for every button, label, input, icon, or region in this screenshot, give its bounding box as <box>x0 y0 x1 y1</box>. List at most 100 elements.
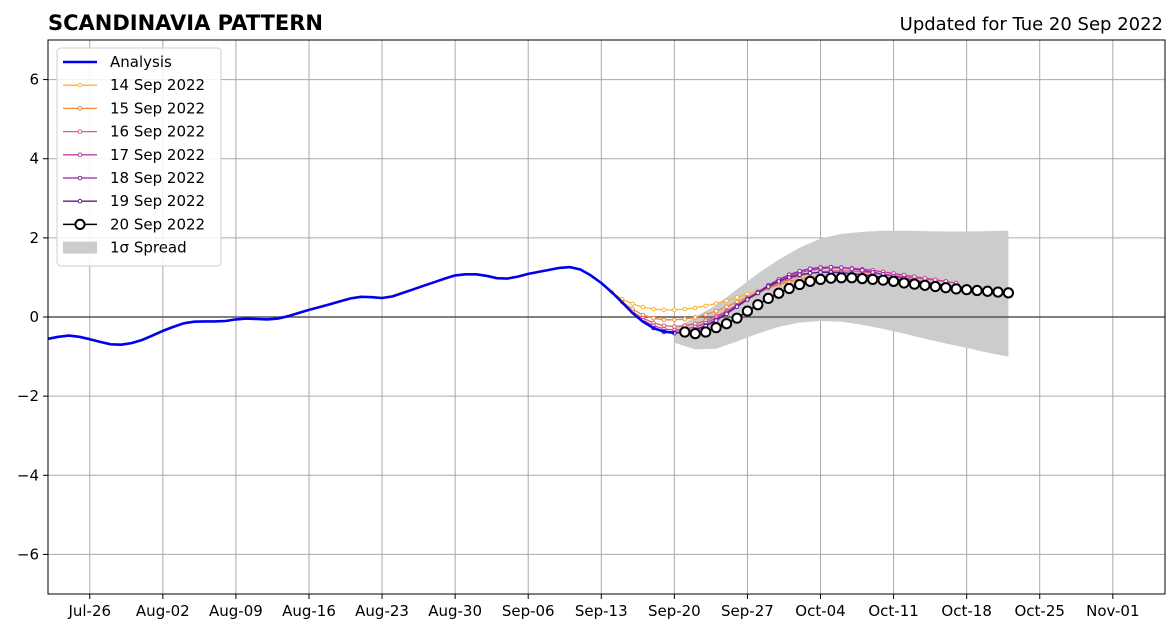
spread-band <box>674 230 1009 357</box>
final-forecast-point <box>825 272 837 284</box>
final-forecast-point <box>814 273 827 286</box>
series-point <box>672 317 677 323</box>
legend-swatch-spread <box>63 241 97 254</box>
final-forecast-point <box>689 328 701 340</box>
series-point <box>755 290 761 296</box>
series-point <box>692 315 698 320</box>
final-forecast-point <box>741 305 754 317</box>
series-point <box>703 312 708 317</box>
series-point <box>797 268 802 274</box>
final-forecast-point <box>971 284 983 297</box>
legend-marker-s0 <box>77 82 83 88</box>
series-point <box>692 305 698 311</box>
series-point <box>734 304 740 310</box>
x-tick-label: Aug-30 <box>428 602 482 620</box>
x-tick-label: Aug-23 <box>355 602 409 620</box>
final-forecast-point <box>762 292 774 305</box>
final-forecast-point <box>877 274 889 286</box>
series-point <box>849 266 855 272</box>
series-point <box>818 265 823 270</box>
series-point <box>682 316 688 322</box>
final-forecast-point <box>720 318 733 330</box>
axis-ticks: Jul-26 Aug-02 Aug-09 Aug-16 Aug-23 Aug-30 Sep-… <box>17 71 1140 620</box>
final-forecast-point <box>961 284 973 296</box>
y-tick-label: −6 <box>17 545 39 563</box>
series-point <box>828 264 834 270</box>
x-tick-label: Oct-11 <box>868 602 918 620</box>
final-forecast-point <box>835 272 847 284</box>
final-forecast-point <box>783 282 795 295</box>
final-forecast-point <box>846 272 858 284</box>
legend-label-s2: 16 Sep 2022 <box>110 123 205 141</box>
y-tick-label: 4 <box>29 150 39 168</box>
series-point <box>807 266 813 272</box>
series-point <box>859 268 865 273</box>
series-point <box>651 306 656 312</box>
legend-marker-s4 <box>77 175 83 181</box>
x-tick-label: Nov-01 <box>1086 602 1139 620</box>
final-forecast-point <box>1002 287 1015 299</box>
final-forecast-point <box>929 280 941 293</box>
series-point <box>724 298 729 304</box>
final-forecast-point <box>908 278 921 290</box>
series-point <box>661 307 667 313</box>
legend-marker-s3 <box>77 152 83 158</box>
legend-label-s0: 14 Sep 2022 <box>110 76 205 94</box>
series-point <box>839 265 844 270</box>
y-tick-label: −4 <box>17 466 39 484</box>
final-forecast-point <box>992 286 1004 298</box>
x-tick-label: Sep-27 <box>721 602 774 620</box>
series-point <box>734 294 740 300</box>
series-point <box>724 304 729 310</box>
analysis-line <box>47 265 675 346</box>
x-tick-label: Sep-06 <box>502 602 555 620</box>
x-tick-label: Sep-20 <box>648 602 701 620</box>
legend-label-s5: 19 Sep 2022 <box>110 192 205 210</box>
series-point <box>776 279 782 284</box>
final-forecast-point <box>940 282 952 294</box>
x-tick-label: Oct-04 <box>795 602 845 620</box>
final-forecast-point <box>679 326 691 338</box>
spread-area <box>674 230 1009 357</box>
x-tick-label: Aug-16 <box>282 602 336 620</box>
series-point <box>640 304 646 310</box>
final-forecast-point <box>752 299 764 311</box>
series-point <box>922 275 928 281</box>
chart-subtitle: Updated for Tue 20 Sep 2022 <box>900 14 1163 35</box>
x-tick-label: Aug-02 <box>136 602 190 620</box>
series-point <box>672 324 677 329</box>
series-point <box>630 301 635 307</box>
final-forecast-point <box>887 275 900 287</box>
final-forecast-point <box>773 287 785 299</box>
legend-label-s4: 18 Sep 2022 <box>110 169 205 187</box>
legend-label-analysis: Analysis <box>110 53 172 71</box>
final-forecast-point <box>867 273 879 286</box>
legend-label-s6: 20 Sep 2022 <box>110 215 205 233</box>
series-point <box>807 270 813 276</box>
series-point <box>713 318 719 323</box>
series-point <box>651 315 656 321</box>
y-tick-label: 2 <box>29 229 39 247</box>
series-point <box>786 275 792 280</box>
series-point <box>713 308 719 314</box>
chart-title: SCANDINAVIA PATTERN <box>48 11 323 35</box>
legend-marker-s2 <box>77 129 83 134</box>
final-forecast-point <box>710 322 722 334</box>
y-tick-label: 0 <box>29 308 39 326</box>
series-point <box>870 269 876 275</box>
legend-marker-s5 <box>77 198 83 204</box>
x-tick-label: Sep-13 <box>575 602 628 620</box>
final-forecast-point <box>981 285 994 297</box>
x-tick-label: Aug-09 <box>209 602 263 620</box>
final-forecast-point <box>804 275 816 287</box>
y-tick-label: −2 <box>17 387 39 405</box>
legend-label-spread: 1σ Spread <box>110 239 187 257</box>
series-point <box>661 317 667 323</box>
series-point <box>682 306 688 312</box>
x-tick-label: Oct-25 <box>1015 602 1065 620</box>
series-point <box>724 311 729 317</box>
series-point <box>713 301 719 306</box>
legend-label-s1: 15 Sep 2022 <box>110 99 205 117</box>
final-forecast-point <box>794 278 806 291</box>
